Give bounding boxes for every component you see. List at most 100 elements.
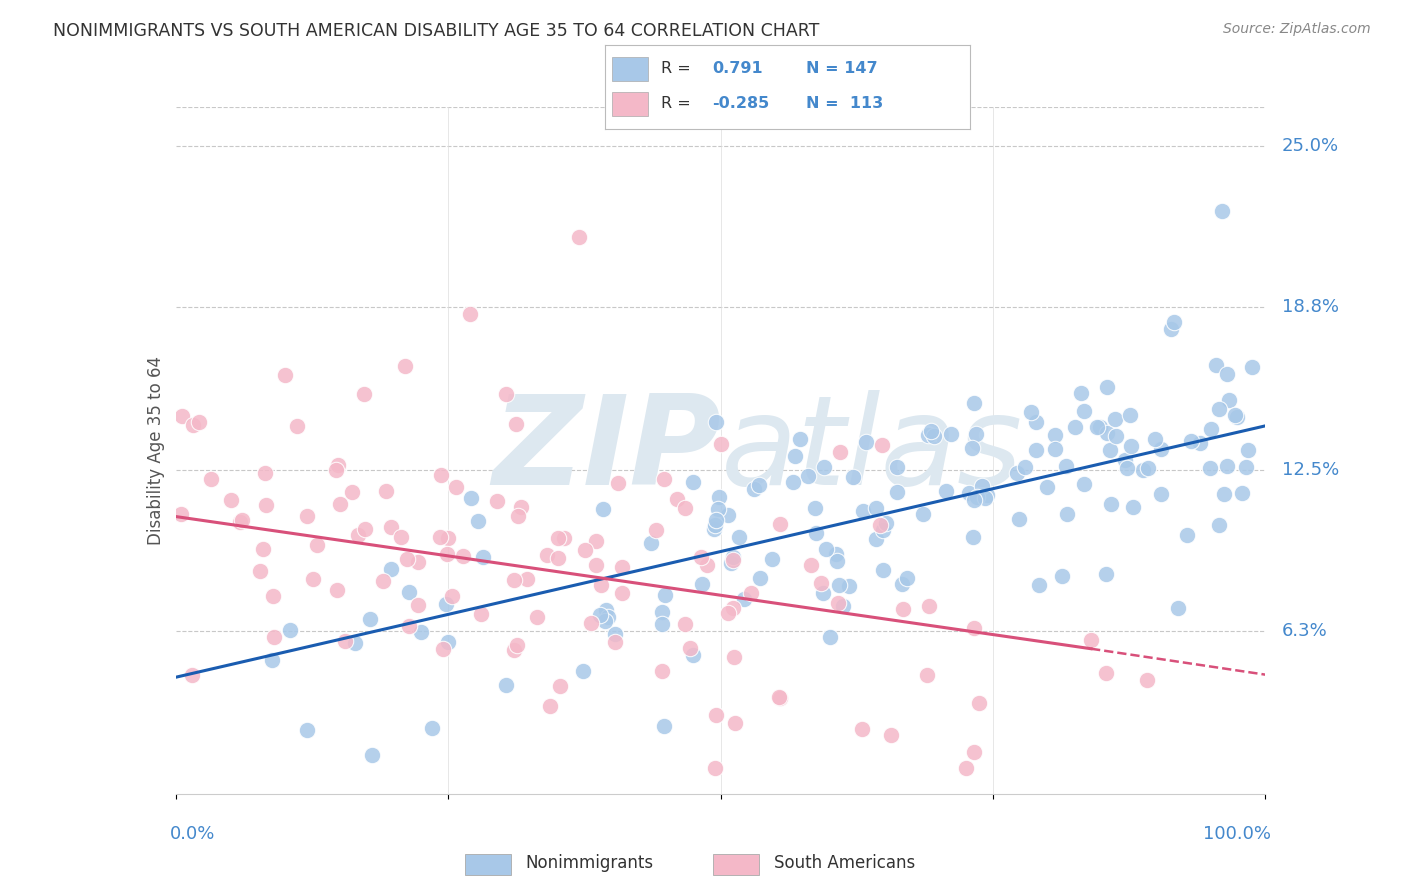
Point bbox=[707, 490, 730, 504]
Point bbox=[679, 640, 702, 655]
Point bbox=[505, 417, 527, 431]
Point bbox=[398, 585, 420, 599]
Point bbox=[828, 578, 851, 592]
Point bbox=[263, 589, 285, 603]
Point bbox=[717, 607, 740, 621]
Point bbox=[606, 476, 628, 491]
Point bbox=[1136, 673, 1159, 687]
Text: 25.0%: 25.0% bbox=[1282, 136, 1339, 155]
Text: NONIMMIGRANTS VS SOUTH AMERICAN DISABILITY AGE 35 TO 64 CORRELATION CHART: NONIMMIGRANTS VS SOUTH AMERICAN DISABILI… bbox=[53, 22, 820, 40]
Point bbox=[170, 507, 193, 521]
Point bbox=[598, 609, 620, 624]
Point bbox=[783, 449, 806, 463]
Point bbox=[825, 554, 848, 568]
Point bbox=[612, 560, 634, 574]
Point bbox=[827, 597, 849, 611]
Point bbox=[1230, 485, 1253, 500]
Text: 12.5%: 12.5% bbox=[1282, 461, 1339, 479]
Point bbox=[644, 523, 666, 537]
Point bbox=[1014, 459, 1036, 474]
Point bbox=[880, 728, 903, 742]
Point bbox=[444, 480, 467, 494]
Point bbox=[673, 616, 696, 631]
Point bbox=[651, 665, 673, 679]
Point bbox=[963, 745, 986, 759]
Point bbox=[957, 486, 980, 500]
Point bbox=[1054, 458, 1077, 473]
Point bbox=[1118, 408, 1140, 422]
Point bbox=[896, 572, 918, 586]
Point bbox=[838, 579, 860, 593]
Point bbox=[1095, 665, 1118, 680]
Point bbox=[1045, 427, 1067, 442]
Point bbox=[526, 610, 548, 624]
Point bbox=[1005, 466, 1028, 480]
Text: N =  113: N = 113 bbox=[806, 96, 883, 112]
Text: Nonimmigrants: Nonimmigrants bbox=[526, 854, 654, 872]
Point bbox=[506, 638, 529, 652]
Point bbox=[396, 552, 419, 566]
Point bbox=[652, 473, 675, 487]
Point bbox=[651, 605, 673, 619]
Point bbox=[825, 547, 848, 561]
Point bbox=[1021, 405, 1043, 419]
Point bbox=[503, 573, 526, 587]
Text: ZIP: ZIP bbox=[492, 390, 721, 511]
Point bbox=[920, 424, 942, 438]
Point bbox=[453, 549, 475, 563]
Point bbox=[963, 621, 986, 635]
Point bbox=[724, 716, 747, 731]
Point bbox=[1114, 452, 1136, 467]
Point bbox=[1234, 460, 1257, 475]
Text: -0.285: -0.285 bbox=[713, 96, 769, 112]
Point bbox=[651, 616, 673, 631]
Point bbox=[170, 409, 193, 423]
Point bbox=[707, 502, 730, 516]
Point bbox=[253, 466, 276, 480]
Point bbox=[1070, 385, 1092, 400]
Point bbox=[485, 494, 508, 508]
Text: R =: R = bbox=[661, 62, 690, 77]
Point bbox=[1163, 315, 1185, 329]
Point bbox=[890, 577, 912, 591]
Point bbox=[353, 387, 375, 401]
Point bbox=[326, 458, 349, 473]
Point bbox=[962, 396, 984, 410]
Point bbox=[509, 500, 531, 515]
Point bbox=[800, 558, 823, 573]
Text: 6.3%: 6.3% bbox=[1282, 622, 1327, 640]
Point bbox=[939, 426, 962, 441]
FancyBboxPatch shape bbox=[713, 854, 759, 875]
Point bbox=[1105, 428, 1128, 442]
Point bbox=[326, 583, 349, 598]
Point bbox=[1095, 425, 1118, 440]
Point bbox=[813, 459, 835, 474]
Point bbox=[1211, 203, 1233, 218]
Point bbox=[723, 650, 745, 665]
Point bbox=[430, 467, 453, 482]
Point bbox=[340, 484, 363, 499]
Point bbox=[962, 530, 984, 544]
Point bbox=[832, 599, 855, 614]
Point bbox=[568, 229, 591, 244]
Point bbox=[229, 515, 252, 529]
Point bbox=[274, 368, 297, 382]
Point bbox=[703, 522, 725, 536]
Point bbox=[221, 492, 243, 507]
Point bbox=[301, 572, 323, 586]
Point bbox=[436, 547, 458, 561]
Point bbox=[1073, 404, 1095, 418]
Point bbox=[1116, 461, 1139, 475]
Point bbox=[441, 589, 464, 603]
Point bbox=[574, 543, 596, 558]
Point bbox=[343, 635, 366, 649]
Point bbox=[1104, 412, 1126, 426]
Text: 0.791: 0.791 bbox=[713, 62, 763, 77]
Point bbox=[811, 586, 834, 600]
Point bbox=[652, 719, 675, 733]
Point bbox=[1043, 442, 1066, 457]
Point bbox=[704, 707, 727, 722]
Point bbox=[696, 558, 718, 573]
Point bbox=[1226, 410, 1249, 425]
Point bbox=[502, 643, 524, 657]
